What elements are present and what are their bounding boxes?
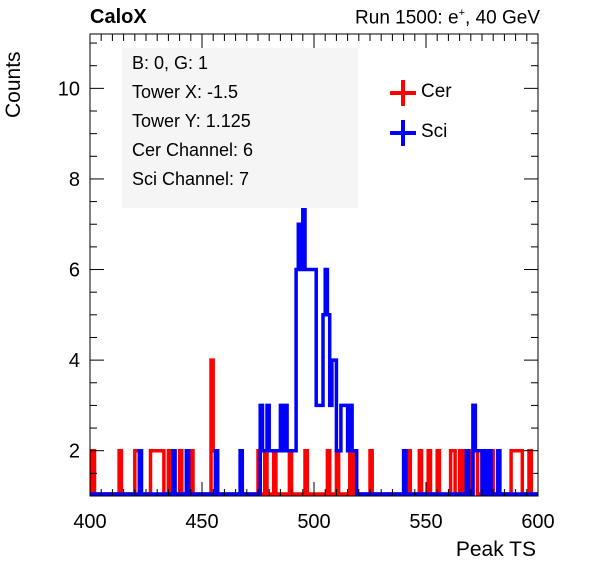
x-axis-label: Peak TS bbox=[455, 538, 536, 561]
legend-marker-sci bbox=[390, 120, 416, 146]
legend-marker-cer bbox=[390, 80, 416, 106]
y-tick-label: 4 bbox=[69, 350, 80, 372]
y-tick-label: 10 bbox=[58, 78, 80, 100]
axis-layer: 400 450 500 550 600 2 4 6 8 10 bbox=[58, 34, 555, 533]
x-tick-label: 500 bbox=[297, 511, 330, 533]
x-tick-label: 400 bbox=[73, 511, 106, 533]
run-suffix: , 40 GeV bbox=[465, 7, 540, 29]
x-tick-label: 550 bbox=[409, 511, 442, 533]
cer-channel-info: Cer Channel: 6 bbox=[132, 140, 254, 160]
sci-channel-info: Sci Channel: 7 bbox=[132, 169, 250, 189]
info-box: B: 0, G: 1 Tower X: -1.5 Tower Y: 1.125 … bbox=[122, 48, 358, 208]
legend-marker-cer-v bbox=[401, 80, 405, 106]
x-tick-label: 450 bbox=[185, 511, 218, 533]
tower-x-info: Tower X: -1.5 bbox=[132, 82, 239, 102]
run-prefix: Run 1500: e bbox=[355, 7, 459, 29]
series-layer bbox=[90, 177, 538, 496]
series-line-cer bbox=[90, 358, 538, 496]
y-tick-label: 2 bbox=[69, 441, 80, 463]
y-tick-label: 8 bbox=[69, 169, 80, 191]
experiment-title: CaloX bbox=[90, 6, 147, 28]
legend-label-sci: Sci bbox=[421, 121, 448, 142]
y-axis-label: Counts bbox=[2, 51, 25, 118]
tower-y-info: Tower Y: 1.125 bbox=[132, 111, 251, 131]
y-tick-label: 6 bbox=[69, 260, 80, 282]
run-charge: + bbox=[458, 7, 465, 19]
run-title: Run 1500: e+, 40 GeV bbox=[355, 7, 540, 29]
legend-item-cer: Cer bbox=[390, 80, 470, 106]
x-tick-label: 600 bbox=[521, 511, 554, 533]
board-info: B: 0, G: 1 bbox=[132, 53, 209, 73]
legend-label-cer: Cer bbox=[421, 81, 452, 102]
legend-item-sci: Sci bbox=[390, 120, 470, 146]
series-line-sci bbox=[90, 177, 538, 496]
legend-marker-sci-v bbox=[401, 120, 405, 146]
